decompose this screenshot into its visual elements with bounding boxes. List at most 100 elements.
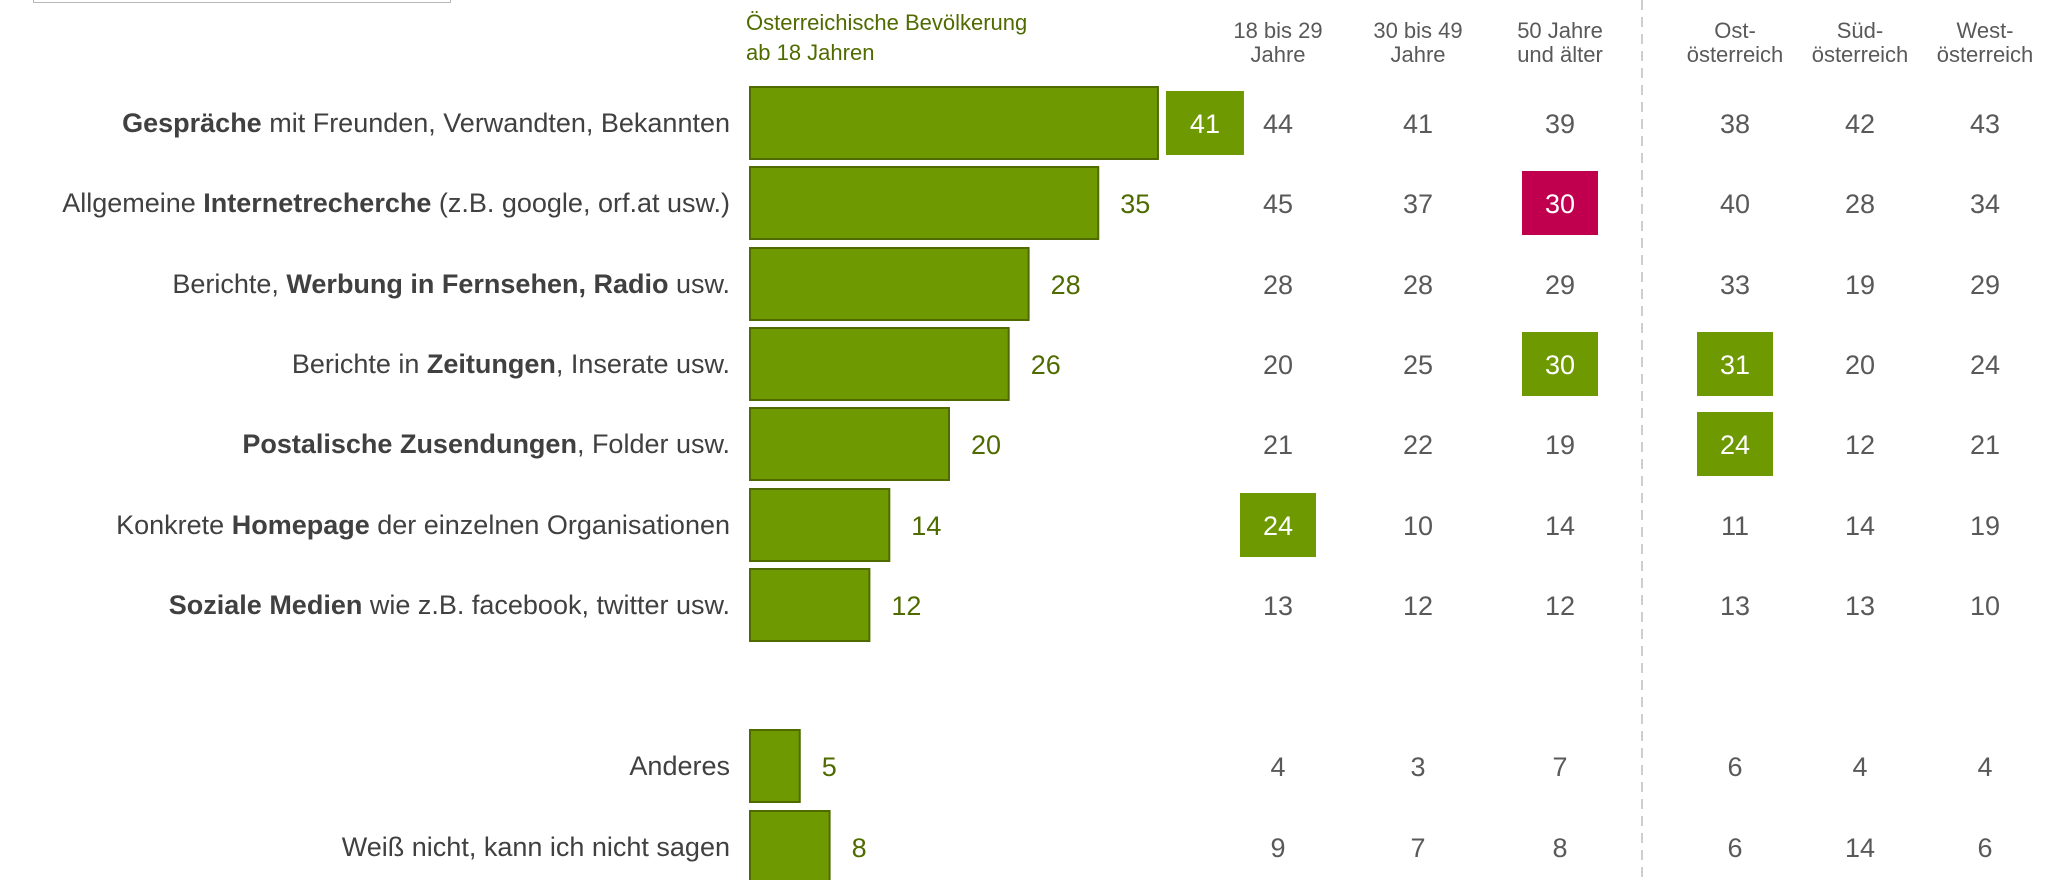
row-label-part: Soziale Medien bbox=[169, 590, 363, 620]
cell-value: 4 bbox=[1270, 752, 1285, 782]
cell-value: 38 bbox=[1720, 109, 1750, 139]
row-label-part: Konkrete bbox=[116, 510, 232, 540]
cell-value: 8 bbox=[1552, 833, 1567, 863]
row-label: Postalische Zusendungen, Folder usw. bbox=[242, 429, 730, 459]
cell-value: 13 bbox=[1263, 591, 1293, 621]
row-label-part: Internetrecherche bbox=[203, 188, 431, 218]
bar-value-label: 35 bbox=[1120, 189, 1150, 219]
column-header-line: österreich bbox=[1687, 42, 1784, 67]
row-label-part: , Inserate usw. bbox=[556, 349, 730, 379]
column-header-line: Jahre bbox=[1250, 42, 1305, 67]
bar-value-label: 20 bbox=[971, 430, 1001, 460]
bar-value-highlight bbox=[1165, 91, 1244, 155]
bar-value-label: 5 bbox=[822, 752, 837, 782]
bar-value-label: 26 bbox=[1031, 350, 1061, 380]
cell-value: 37 bbox=[1403, 189, 1433, 219]
cell-value: 28 bbox=[1263, 270, 1293, 300]
cell-value: 31 bbox=[1720, 350, 1750, 380]
cell-value: 12 bbox=[1845, 430, 1875, 460]
cell-value: 39 bbox=[1545, 109, 1575, 139]
cell-value: 44 bbox=[1263, 109, 1293, 139]
row-label-part: der einzelnen Organisationen bbox=[370, 510, 730, 540]
bar bbox=[749, 166, 1100, 240]
column-header-line: 18 bis 29 bbox=[1233, 18, 1322, 43]
row-label-part: Postalische Zusendungen bbox=[242, 429, 577, 459]
cell-highlight bbox=[1522, 171, 1598, 235]
cell-value: 30 bbox=[1545, 189, 1575, 219]
cell-value: 11 bbox=[1721, 511, 1749, 541]
row-label-part: Anderes bbox=[629, 751, 730, 781]
cell-value: 20 bbox=[1263, 350, 1293, 380]
cell-value: 7 bbox=[1552, 752, 1567, 782]
cell-value: 24 bbox=[1263, 511, 1293, 541]
row-label-part: Werbung in Fernsehen, Radio bbox=[286, 269, 668, 299]
bar-value-label: 8 bbox=[852, 833, 867, 863]
column-header-line: österreich bbox=[1812, 42, 1909, 67]
column-header-line: und älter bbox=[1517, 42, 1603, 67]
cell-value: 19 bbox=[1845, 270, 1875, 300]
bar-value-label: 14 bbox=[911, 511, 941, 541]
bar bbox=[749, 407, 950, 481]
row-label-part: Homepage bbox=[232, 510, 370, 540]
cell-value: 25 bbox=[1403, 350, 1433, 380]
cell-value: 4 bbox=[1852, 752, 1867, 782]
cell-value: 42 bbox=[1845, 109, 1875, 139]
cell-value: 28 bbox=[1403, 270, 1433, 300]
cell-value: 29 bbox=[1545, 270, 1575, 300]
bar bbox=[749, 86, 1159, 160]
cell-value: 14 bbox=[1545, 511, 1575, 541]
cell-value: 24 bbox=[1970, 350, 2000, 380]
cell-value: 45 bbox=[1263, 189, 1293, 219]
row-label-part: (z.B. google, orf.at usw.) bbox=[431, 188, 730, 218]
row-label: Anderes bbox=[629, 751, 730, 781]
row-label: Allgemeine Internetrecherche (z.B. googl… bbox=[62, 188, 730, 218]
cell-value: 20 bbox=[1845, 350, 1875, 380]
row-label-part: Weiß nicht, kann ich nicht sagen bbox=[342, 832, 730, 862]
cell-value: 24 bbox=[1720, 430, 1750, 460]
column-header-line: Ost- bbox=[1714, 18, 1756, 43]
cell-value: 12 bbox=[1545, 591, 1575, 621]
cell-value: 14 bbox=[1845, 833, 1875, 863]
bar-value-label: 28 bbox=[1051, 270, 1081, 300]
row-label: Soziale Medien wie z.B. facebook, twitte… bbox=[169, 590, 730, 620]
row-label-part: Zeitungen bbox=[427, 349, 556, 379]
column-header-line: West- bbox=[1956, 18, 2013, 43]
row-label: Berichte in Zeitungen, Inserate usw. bbox=[292, 349, 730, 379]
cell-value: 28 bbox=[1845, 189, 1875, 219]
legend-frame bbox=[33, 0, 451, 3]
main-header-line: Österreichische Bevölkerung bbox=[746, 10, 1027, 35]
cell-value: 13 bbox=[1845, 591, 1875, 621]
column-header-line: Jahre bbox=[1390, 42, 1445, 67]
column-header-line: österreich bbox=[1937, 42, 2034, 67]
cell-value: 43 bbox=[1970, 109, 2000, 139]
cell-value: 34 bbox=[1970, 189, 2000, 219]
cell-value: 21 bbox=[1970, 430, 2000, 460]
cell-highlight bbox=[1697, 412, 1773, 476]
row-label-part: Berichte, bbox=[172, 269, 286, 299]
cell-highlight bbox=[1522, 332, 1598, 396]
cell-value: 22 bbox=[1403, 430, 1433, 460]
cell-value: 9 bbox=[1270, 833, 1285, 863]
cell-highlight bbox=[1697, 332, 1773, 396]
cell-value: 33 bbox=[1720, 270, 1750, 300]
cell-value: 40 bbox=[1720, 189, 1750, 219]
row-label: Gespräche mit Freunden, Verwandten, Beka… bbox=[122, 108, 730, 138]
cell-value: 41 bbox=[1403, 109, 1433, 139]
cell-value: 30 bbox=[1545, 350, 1575, 380]
bar-value-label: 41 bbox=[1190, 109, 1220, 139]
cell-highlight bbox=[1240, 493, 1316, 557]
main-header-line: ab 18 Jahren bbox=[746, 40, 874, 65]
row-label-part: Allgemeine bbox=[62, 188, 203, 218]
cell-value: 13 bbox=[1720, 591, 1750, 621]
row-label-part: wie z.B. facebook, twitter usw. bbox=[362, 590, 730, 620]
cell-value: 6 bbox=[1727, 752, 1742, 782]
row-label: Konkrete Homepage der einzelnen Organisa… bbox=[116, 510, 730, 540]
bar bbox=[749, 729, 801, 803]
column-header-line: 30 bis 49 bbox=[1373, 18, 1462, 43]
cell-value: 14 bbox=[1845, 511, 1875, 541]
bar bbox=[749, 568, 871, 642]
column-header-line: 50 Jahre bbox=[1517, 18, 1603, 43]
bar-value-label: 12 bbox=[891, 591, 921, 621]
row-label-part: usw. bbox=[668, 269, 730, 299]
